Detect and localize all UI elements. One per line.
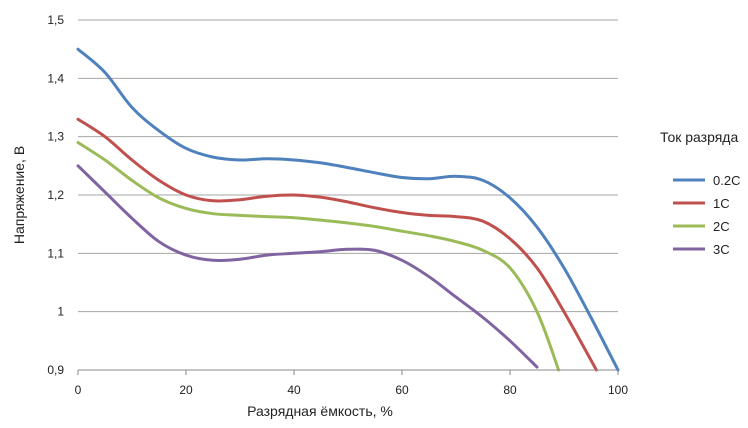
y-tick-label: 0,9 [47,363,64,377]
y-tick-label: 1,5 [47,13,64,27]
series-line-0-2c [76,47,620,372]
x-tick-label: 100 [608,383,628,397]
y-tick-label: 1,3 [47,130,64,144]
series-line-1c [76,117,598,372]
x-axis-title: Разрядная ёмкость, % [247,403,393,419]
y-tick-label: 1,2 [47,188,64,202]
legend-label: 2C [713,219,730,234]
y-axis-ticks: 0,9 1 1,1 1,2 1,3 1,4 1,5 [47,13,64,377]
x-tick-label: 80 [503,383,517,397]
legend: Ток разряда 0.2C 1C 2C 3C [660,129,740,257]
x-tick-label: 20 [179,383,193,397]
x-tick-label: 0 [75,383,82,397]
legend-label: 0.2C [713,173,740,188]
series-line-3c [76,164,539,369]
grid-lines [78,19,618,371]
legend-label: 1C [713,196,730,211]
x-axis-ticks: 0 20 40 60 80 100 [75,370,628,397]
y-tick-label: 1 [57,305,64,319]
y-tick-label: 1,1 [47,246,64,260]
series-lines [76,47,620,372]
legend-title: Ток разряда [660,129,738,145]
y-axis-title: Напряжение, В [11,146,27,244]
legend-label: 3C [713,242,730,257]
x-tick-label: 60 [395,383,409,397]
y-tick-label: 1,4 [47,71,64,85]
x-tick-label: 40 [287,383,301,397]
series-line-2c [76,141,561,372]
